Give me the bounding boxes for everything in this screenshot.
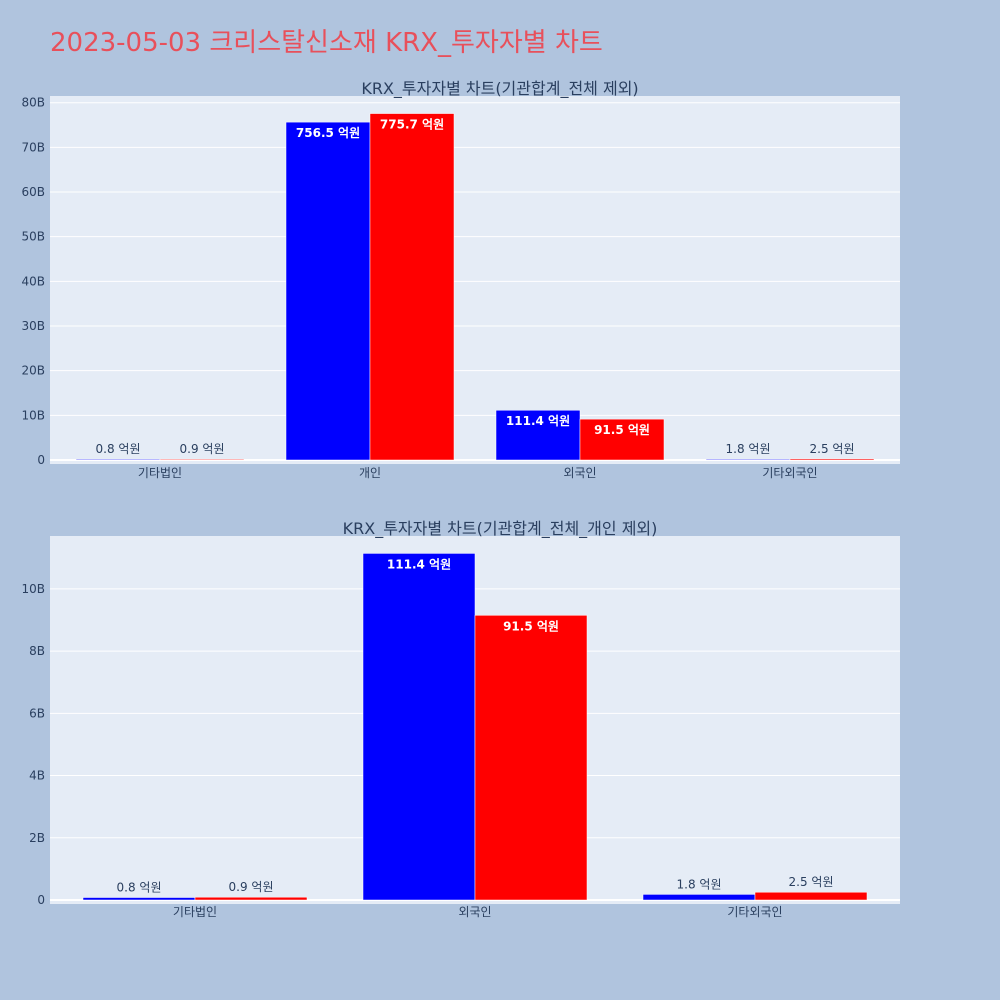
- y-tick-label: 10B: [21, 408, 45, 422]
- bar-sell: [789, 458, 875, 461]
- bar-buy: [362, 553, 476, 901]
- bar-sell: [754, 891, 868, 901]
- x-tick-label: 외국인: [458, 905, 491, 919]
- y-tick-label: 30B: [21, 319, 45, 333]
- data-label: 91.5 억원: [503, 619, 559, 633]
- data-label: 1.8 억원: [726, 442, 771, 456]
- x-tick-label: 외국인: [563, 466, 596, 480]
- bar-buy: [642, 894, 756, 901]
- y-tick-label: 50B: [21, 230, 45, 244]
- y-tick-label: 40B: [21, 274, 45, 288]
- plot-area: [50, 96, 900, 464]
- x-tick-label: 기타외국인: [762, 466, 817, 480]
- data-label: 775.7 억원: [380, 118, 444, 132]
- bar-buy: [75, 458, 161, 461]
- y-tick-label: 70B: [21, 140, 45, 154]
- y-tick-label: 80B: [21, 96, 45, 110]
- y-tick-label: 0: [37, 893, 45, 907]
- data-label: 1.8 억원: [677, 877, 722, 891]
- data-label: 111.4 억원: [387, 557, 451, 571]
- data-label: 0.9 억원: [229, 880, 274, 894]
- chart-title: KRX_투자자별 차트(기관합계_전체 제외): [361, 79, 638, 99]
- x-tick-label: 기타법인: [138, 466, 182, 480]
- y-tick-label: 8B: [29, 644, 45, 658]
- y-tick-label: 2B: [29, 831, 45, 845]
- y-tick-label: 4B: [29, 769, 45, 783]
- x-tick-label: 기타외국인: [727, 905, 782, 919]
- data-label: 91.5 억원: [594, 423, 650, 437]
- bar-buy: [495, 409, 581, 461]
- y-tick-label: 0: [37, 453, 45, 467]
- chart-panel-1: 0 10B 20B 30B 40B 50B 60B 70B 80B KRX_투자자별 차트(기관합…: [21, 79, 900, 480]
- data-label: 2.5 억원: [789, 875, 834, 889]
- chart-panel-2: 0 2B 4B 6B 8B 10B KRX_투자자별 차트(기관합계_전체_개인 제외) 0.…: [21, 519, 900, 919]
- y-tick-label: 6B: [29, 706, 45, 720]
- page-title: 2023-05-03 크리스탈신소재 KRX_투자자별 차트: [50, 28, 603, 58]
- bar-sell: [369, 113, 455, 461]
- bar-buy: [82, 897, 196, 901]
- y-tick-label: 10B: [21, 582, 45, 596]
- bar-buy: [705, 458, 791, 461]
- data-label: 111.4 억원: [506, 414, 570, 428]
- data-label: 756.5 억원: [296, 126, 360, 140]
- x-tick-label: 개인: [359, 466, 381, 480]
- bar-sell: [474, 615, 588, 901]
- data-label: 0.8 억원: [96, 442, 141, 456]
- bar-sell: [194, 896, 308, 901]
- bar-buy: [285, 121, 371, 461]
- data-label: 2.5 억원: [810, 442, 855, 456]
- bar-sell: [159, 458, 245, 461]
- data-label: 0.9 억원: [180, 442, 225, 456]
- x-tick-label: 기타법인: [173, 905, 217, 919]
- y-tick-label: 60B: [21, 185, 45, 199]
- chart-title: KRX_투자자별 차트(기관합계_전체_개인 제외): [343, 519, 658, 539]
- y-tick-label: 20B: [21, 364, 45, 378]
- data-label: 0.8 억원: [117, 881, 162, 895]
- bar-sell: [579, 418, 665, 461]
